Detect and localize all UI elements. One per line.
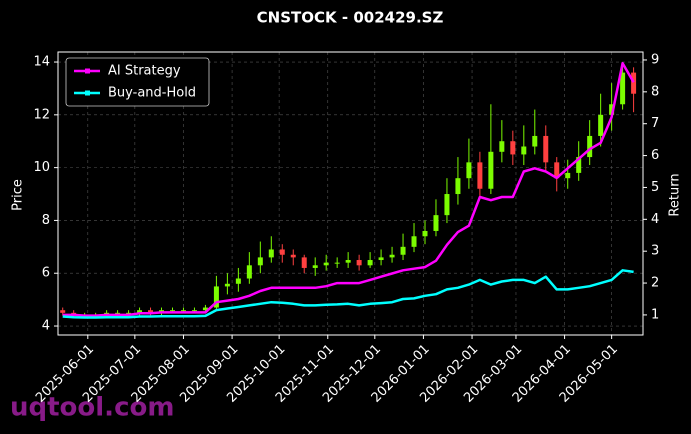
candle-body bbox=[543, 135, 549, 163]
y2-tick-label: 8 bbox=[651, 84, 659, 99]
candle-body bbox=[246, 265, 252, 279]
candle-body bbox=[477, 162, 483, 189]
legend-marker bbox=[85, 68, 90, 74]
candle-body bbox=[400, 246, 406, 255]
candle-body bbox=[345, 260, 351, 263]
candle-body bbox=[433, 215, 439, 231]
candle-body bbox=[224, 283, 230, 287]
candle-body bbox=[488, 151, 494, 189]
candle-body bbox=[148, 310, 154, 313]
candle-body bbox=[510, 141, 516, 155]
candle-body bbox=[191, 310, 197, 312]
candle-body bbox=[235, 278, 241, 284]
return-line bbox=[62, 269, 634, 319]
y2-axis-label: Return bbox=[668, 173, 683, 216]
y-tick-label: 6 bbox=[42, 266, 50, 281]
candle-body bbox=[389, 254, 395, 258]
candle-body bbox=[444, 194, 450, 216]
legend-box bbox=[65, 57, 210, 107]
plot-frame bbox=[57, 51, 644, 336]
candle-body bbox=[169, 310, 175, 312]
candle-body bbox=[126, 312, 132, 314]
candle-body bbox=[554, 162, 560, 179]
candle-body bbox=[356, 260, 362, 266]
candle-body bbox=[532, 135, 538, 147]
y2-tick-label: 4 bbox=[651, 212, 659, 227]
chart-title: CNSTOCK - 002429.SZ bbox=[257, 9, 444, 27]
candle-body bbox=[422, 230, 428, 237]
legend-marker bbox=[85, 90, 90, 96]
candle-body bbox=[334, 262, 340, 264]
y-tick-label: 4 bbox=[42, 319, 50, 334]
candle-body bbox=[598, 114, 604, 136]
y2-tick-label: 1 bbox=[651, 307, 659, 322]
candle-body bbox=[60, 310, 66, 313]
y2-tick-label: 9 bbox=[651, 52, 659, 67]
candle-body bbox=[455, 178, 461, 195]
candle-body bbox=[587, 135, 593, 158]
candle-body bbox=[521, 146, 527, 155]
candle-body bbox=[257, 257, 263, 266]
legend-label: AI Strategy bbox=[108, 64, 181, 79]
y2-tick-label: 2 bbox=[651, 276, 659, 291]
y-tick-label: 10 bbox=[33, 160, 50, 175]
legend-label: Buy-and-Hold bbox=[108, 86, 196, 101]
return-line bbox=[62, 61, 635, 317]
candle-body bbox=[499, 141, 505, 152]
candle-body bbox=[137, 310, 143, 313]
y2-tick-label: 6 bbox=[651, 148, 659, 163]
y-tick-label: 14 bbox=[33, 55, 50, 70]
watermark: uqtool.com bbox=[10, 393, 174, 423]
y-tick-label: 8 bbox=[42, 213, 50, 228]
candle-body bbox=[180, 310, 186, 312]
candle-body bbox=[290, 254, 296, 258]
candle-body bbox=[411, 236, 417, 247]
candle-body bbox=[576, 157, 582, 173]
candle-body bbox=[620, 72, 626, 105]
candle-body bbox=[202, 307, 208, 311]
candle-body bbox=[312, 265, 318, 268]
y-axis-label: Price bbox=[11, 179, 26, 211]
y2-tick-label: 3 bbox=[651, 244, 659, 259]
candle-body bbox=[115, 312, 121, 314]
candle-body bbox=[279, 249, 285, 255]
candle-body bbox=[565, 172, 571, 179]
candle-body bbox=[609, 104, 615, 115]
candle-body bbox=[466, 162, 472, 179]
y2-tick-label: 5 bbox=[651, 180, 659, 195]
candle-body bbox=[378, 257, 384, 261]
candle-body bbox=[631, 72, 637, 94]
candle-body bbox=[367, 260, 373, 266]
candle-body bbox=[268, 249, 274, 258]
candle-body bbox=[213, 286, 219, 308]
candle-body bbox=[323, 262, 329, 266]
y-tick-label: 12 bbox=[33, 107, 50, 122]
candle-body bbox=[301, 257, 307, 268]
y2-tick-label: 7 bbox=[651, 116, 659, 131]
